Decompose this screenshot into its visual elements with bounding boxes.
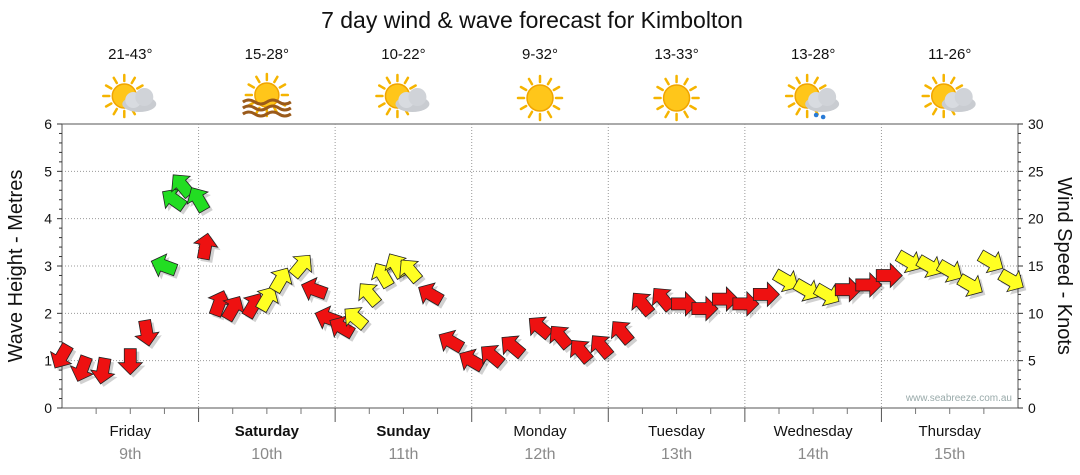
day-date-label: 9th [119, 446, 141, 463]
partly-cloudy-sun-icon [375, 73, 430, 119]
watermark: www.seabreeze.com.au [905, 393, 1012, 404]
partly-cloudy-sun-icon [102, 73, 157, 119]
left-axis: 0 1 2 3 4 5 6 [44, 116, 62, 416]
wind-marker [150, 253, 179, 278]
right-tick-label: 25 [1028, 163, 1044, 179]
wind-marker [997, 268, 1024, 293]
wind-marker [268, 267, 293, 295]
wind-marker [192, 232, 219, 261]
day-date-label: 13th [661, 446, 692, 463]
partly-cloudy-sun-icon [921, 73, 976, 119]
wind-marker [481, 344, 506, 369]
wind-marker [732, 290, 760, 317]
wind-marker [875, 262, 903, 289]
wind-marker [344, 307, 370, 331]
sun-haze-icon [242, 72, 292, 118]
wind-marker [894, 249, 922, 274]
left-tick-label: 5 [44, 163, 52, 179]
wind-marker [935, 258, 963, 283]
wind-marker [610, 321, 635, 346]
wind-marker [399, 259, 424, 285]
day-date-label: 14th [798, 446, 829, 463]
wind-marker [220, 295, 245, 323]
wind-marker [976, 249, 1004, 274]
wind-marker [117, 348, 144, 376]
wind-marker [812, 282, 840, 307]
wind-marker [792, 277, 819, 302]
left-tick-label: 1 [44, 353, 52, 369]
right-axis: 0 5 10 15 20 25 30 [1018, 116, 1044, 416]
temperature-label: 15-28° [245, 46, 289, 63]
wind-marker [691, 295, 719, 322]
wind-marker [134, 318, 160, 347]
wind-marker [752, 281, 780, 308]
sun-cloud-rain-icon [784, 73, 840, 120]
day-axis: Friday 9th Saturday 10th Sunday 11th Monday 12t… [95, 408, 985, 463]
left-axis-title: Wave Height - Metres [5, 170, 27, 363]
day-date-label: 15th [934, 446, 965, 463]
wind-marker [956, 273, 983, 297]
day-name-label: Wednesday [774, 423, 853, 440]
sunny-icon [516, 74, 564, 122]
left-tick-label: 3 [44, 258, 52, 274]
wind-marker [671, 290, 698, 317]
wind-marker [162, 188, 188, 213]
temperature-row: 21-43° 15-28° 10-22° 9-32° 13-33° 13-28° 11-26… [108, 46, 971, 63]
day-date-label: 12th [524, 446, 555, 463]
chart-title: 7 day wind & wave forecast for Kimbolton [321, 7, 743, 33]
wind-markers [49, 174, 1027, 387]
day-name-label: Sunday [376, 423, 431, 440]
wind-marker [186, 187, 211, 214]
wind-marker [300, 276, 329, 302]
temperature-label: 13-33° [654, 46, 698, 63]
right-tick-label: 10 [1028, 305, 1044, 321]
right-tick-label: 30 [1028, 116, 1044, 132]
temperature-label: 10-22° [381, 46, 425, 63]
wind-marker [418, 282, 445, 307]
wind-marker [69, 354, 95, 382]
day-name-label: Tuesday [648, 423, 705, 440]
wind-marker [329, 315, 356, 340]
wind-marker [711, 286, 739, 313]
wind-marker [255, 286, 279, 314]
right-tick-label: 20 [1028, 211, 1044, 227]
temperature-label: 9-32° [522, 46, 558, 63]
wind-marker [631, 292, 656, 318]
left-tick-label: 2 [44, 305, 52, 321]
wind-marker [590, 335, 615, 361]
weather-icon-row [102, 72, 976, 122]
wind-marker [915, 254, 942, 279]
wind-marker [438, 329, 466, 354]
day-name-label: Monday [513, 423, 567, 440]
right-axis-title: Wind Speed - Knots [1053, 177, 1075, 355]
wind-marker [89, 356, 116, 385]
right-tick-label: 0 [1028, 400, 1036, 416]
right-tick-label: 15 [1028, 258, 1044, 274]
wind-marker [570, 340, 594, 365]
left-tick-label: 6 [44, 116, 52, 132]
left-tick-label: 4 [44, 211, 52, 227]
day-name-label: Saturday [235, 423, 300, 440]
day-name-label: Thursday [918, 423, 981, 440]
wind-marker [834, 276, 862, 303]
wind-marker [358, 283, 383, 309]
right-tick-label: 5 [1028, 353, 1036, 369]
wind-marker [370, 262, 395, 290]
left-tick-label: 0 [44, 400, 52, 416]
wind-marker [207, 290, 232, 318]
day-date-label: 10th [251, 446, 282, 463]
day-name-label: Friday [109, 423, 151, 440]
wind-marker [855, 271, 883, 298]
wind-marker [771, 268, 799, 293]
temperature-label: 13-28° [791, 46, 835, 63]
temperature-label: 21-43° [108, 46, 152, 63]
wind-marker [288, 254, 312, 280]
wind-marker [49, 341, 74, 369]
day-date-label: 11th [388, 446, 418, 463]
wind-marker [501, 335, 527, 360]
wind-marker [549, 325, 574, 351]
sunny-icon [653, 74, 700, 122]
temperature-label: 11-26° [928, 46, 971, 63]
